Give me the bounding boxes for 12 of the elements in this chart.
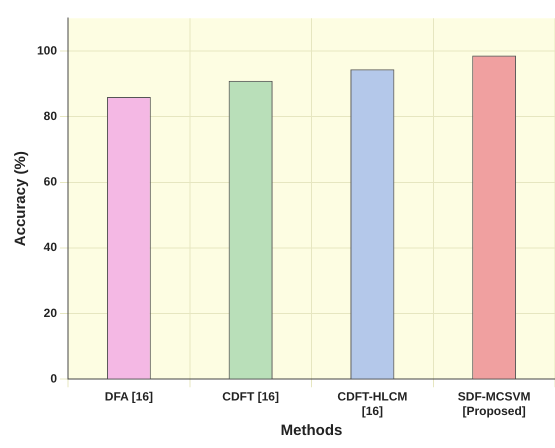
- y-tick-label: 100: [36, 43, 58, 58]
- x-tick-label: CDFT [16]: [222, 390, 279, 404]
- y-tick-label: 0: [50, 372, 58, 386]
- y-tick-label: 20: [44, 306, 58, 320]
- y-axis-title: Accuracy (%): [12, 151, 30, 246]
- x-tick-label: DFA [16]: [104, 390, 154, 404]
- y-tick-label: 60: [44, 174, 58, 189]
- x-tick-label: SDF-MCSVM [Proposed]: [458, 390, 530, 418]
- y-tick-label: 80: [44, 108, 58, 123]
- y-tick-label: 40: [44, 240, 58, 254]
- x-tick-label: CDFT-HLCM [16]: [337, 390, 408, 418]
- x-axis-title: Methods: [280, 422, 342, 440]
